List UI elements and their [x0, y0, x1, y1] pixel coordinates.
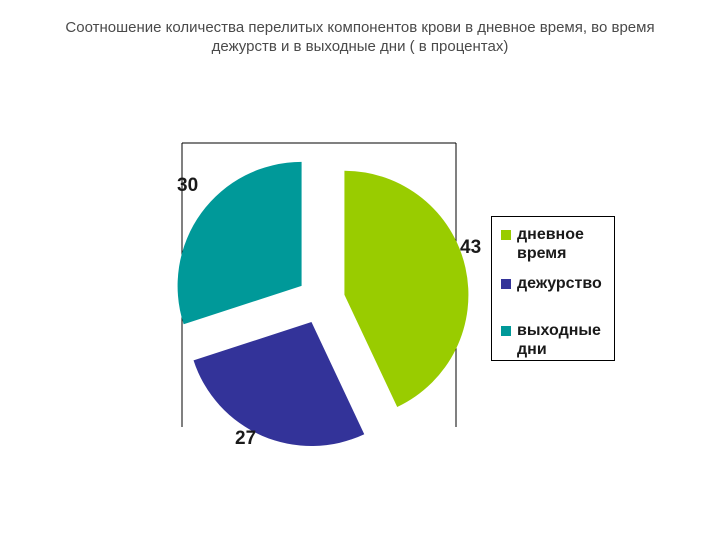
data-label-duty: 27 [235, 428, 257, 449]
legend-label-weekends-line-2: дни [517, 341, 547, 358]
pie-slice-weekends [177, 161, 302, 325]
chart-title-line-2: дежурств и в выходные дни ( в процентах) [211, 38, 509, 55]
chart-title: Соотношение количества перелитых компоне… [20, 18, 700, 56]
legend-label-daytime-line-2: время [517, 245, 567, 262]
data-label-daytime: 43 [460, 237, 482, 258]
legend-swatch-daytime [501, 230, 511, 240]
legend-item-weekends: выходные дни [501, 321, 601, 359]
legend-label-weekends-line-1: выходные [517, 322, 601, 339]
legend-label-daytime-line-1: дневное [517, 226, 584, 243]
legend-swatch-duty [501, 279, 511, 289]
legend-label-duty: дежурство [517, 275, 602, 292]
pie-slice-duty [193, 322, 365, 447]
pie-slices [177, 161, 469, 447]
pie-slice-daytime [344, 170, 469, 407]
legend-swatch-weekends [501, 326, 511, 336]
chart-legend: дневное время дежурство выходные дни [491, 216, 615, 361]
chart-title-line-1: Соотношение количества перелитых компоне… [65, 19, 655, 36]
legend-item-daytime: дневное время [501, 225, 584, 263]
legend-item-duty: дежурство [501, 274, 602, 293]
data-label-weekends: 30 [177, 175, 199, 196]
